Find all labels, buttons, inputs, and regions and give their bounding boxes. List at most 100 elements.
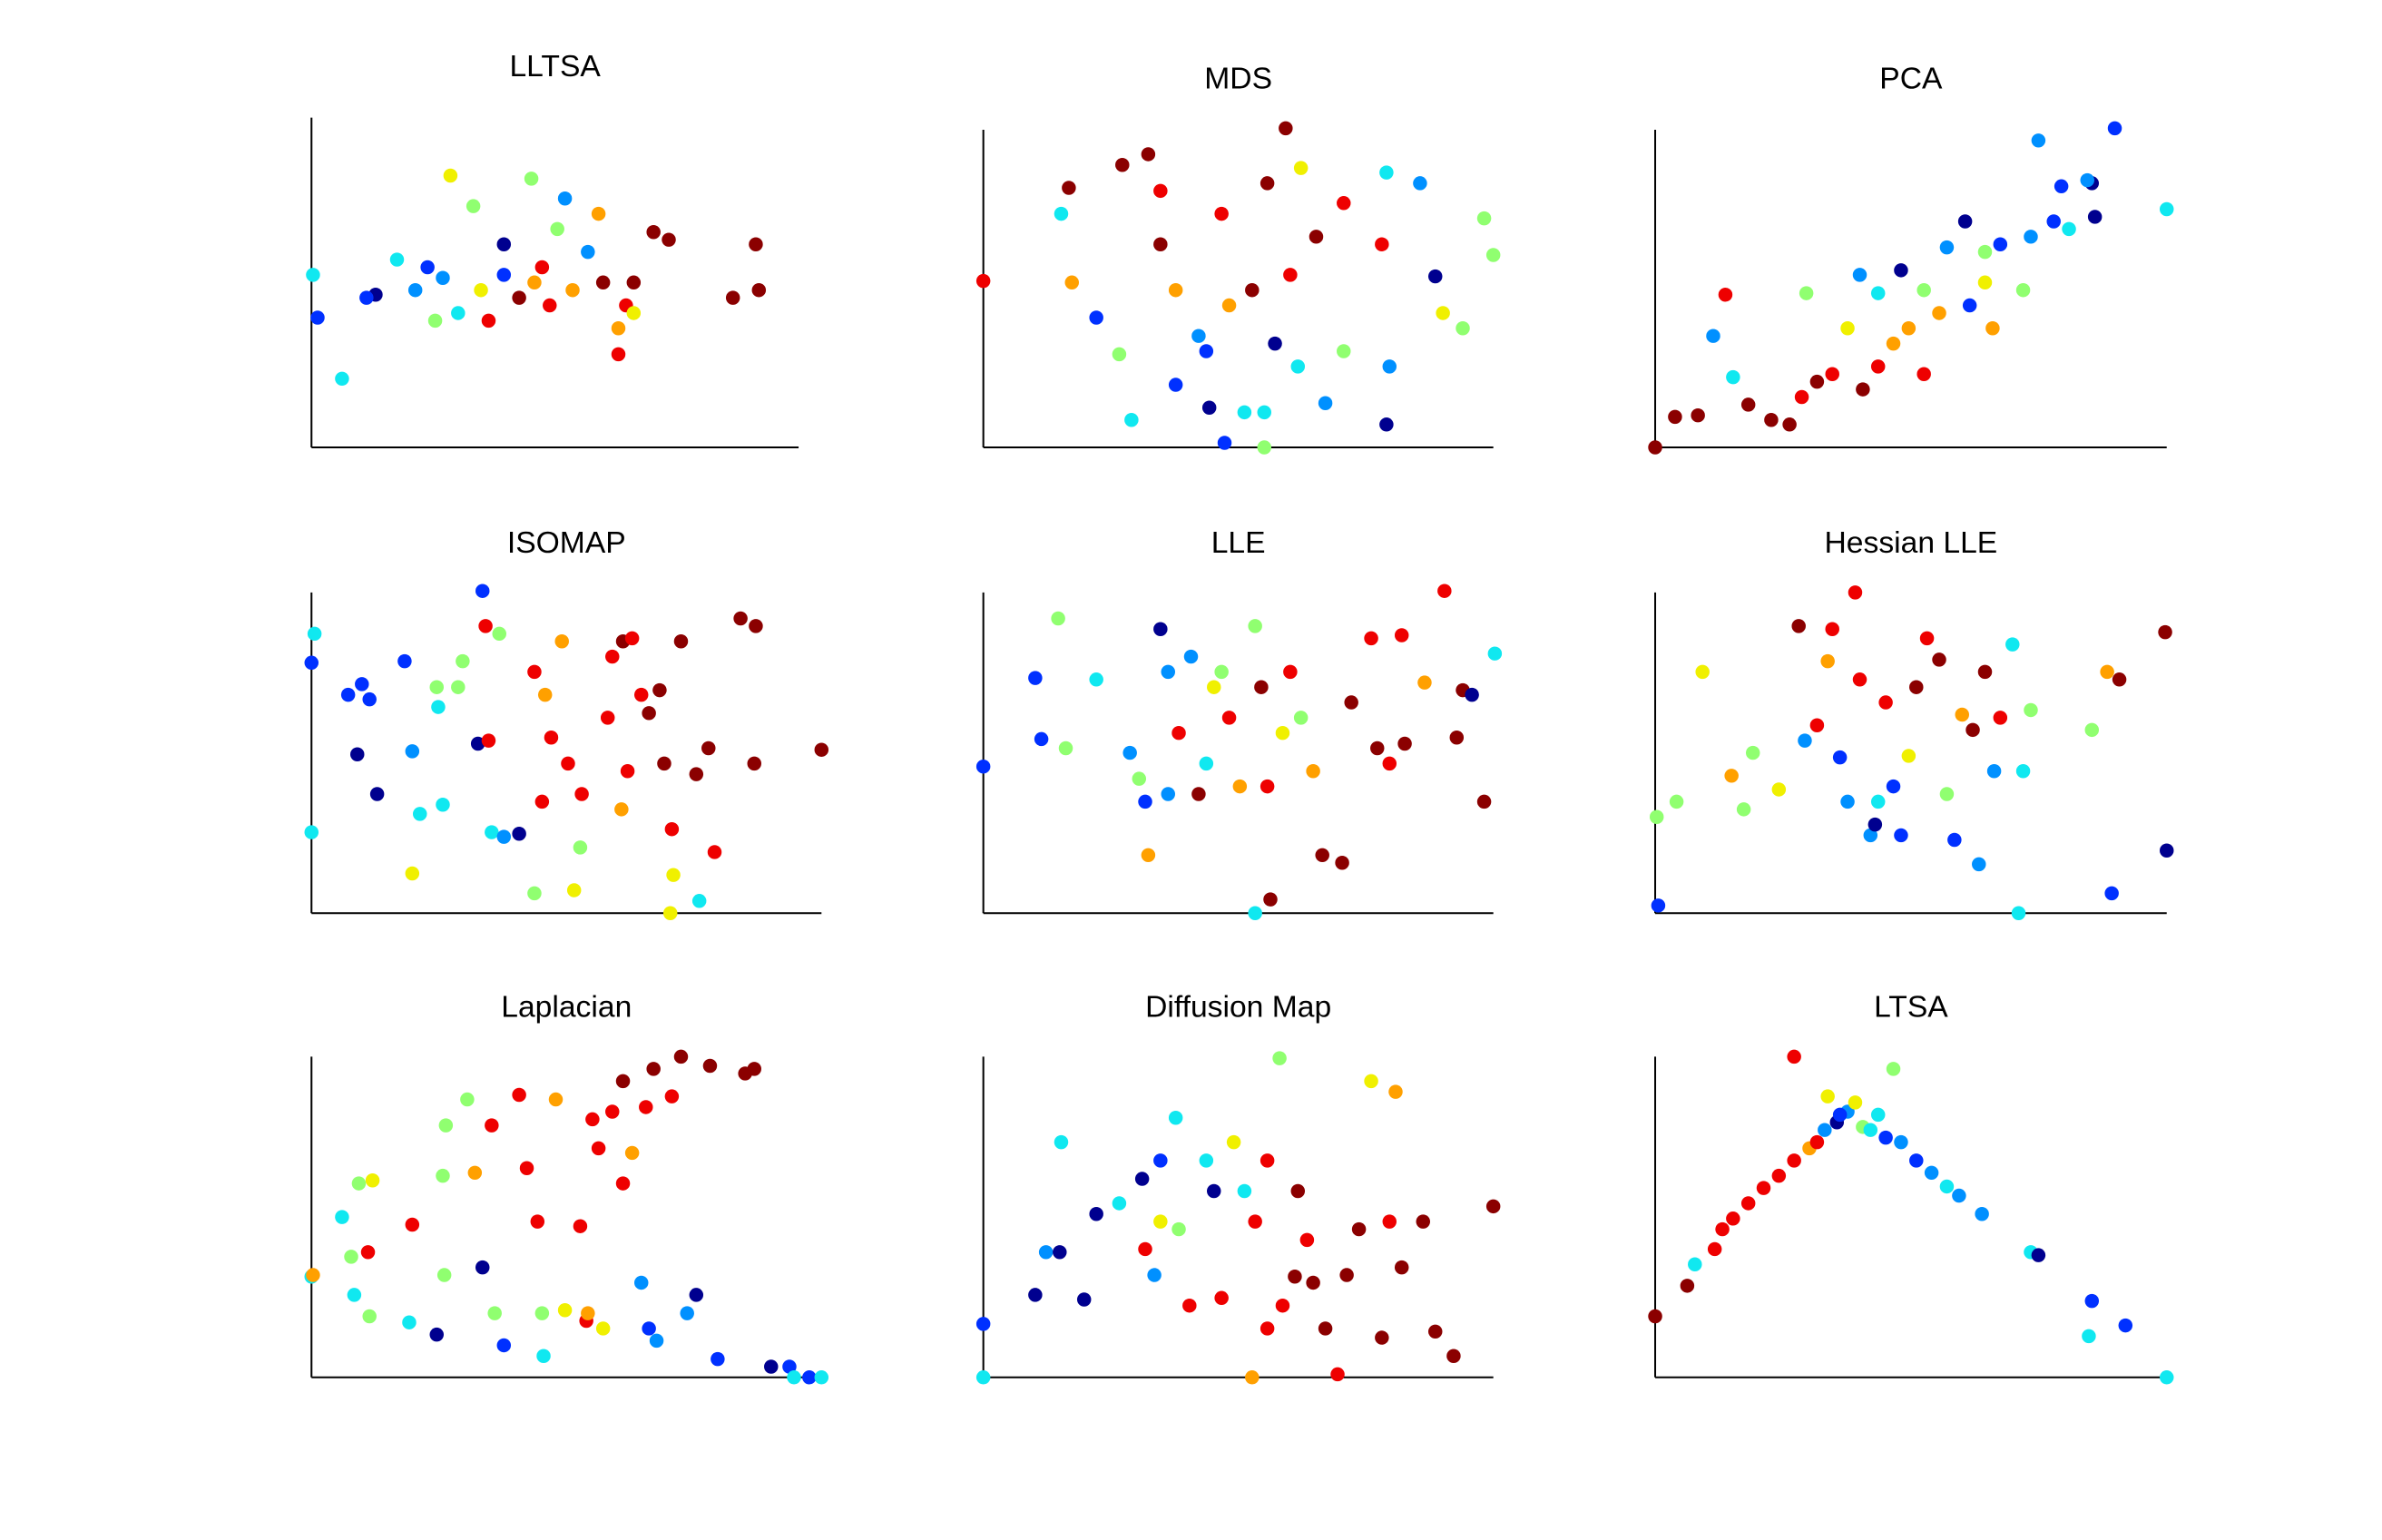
point <box>615 1074 631 1089</box>
point <box>1283 664 1298 680</box>
point <box>1870 794 1886 809</box>
point <box>1939 240 1955 255</box>
point <box>1038 1245 1054 1260</box>
point <box>639 1100 653 1114</box>
point <box>534 260 550 275</box>
point <box>512 290 526 305</box>
point <box>420 260 435 275</box>
point <box>1124 413 1139 427</box>
point <box>2005 637 2020 652</box>
point <box>534 1306 550 1320</box>
point <box>1688 1257 1702 1272</box>
point <box>1977 244 1993 260</box>
point <box>642 706 656 721</box>
point <box>537 687 553 702</box>
point <box>1848 585 1863 600</box>
point <box>626 306 642 320</box>
point <box>548 1092 564 1107</box>
point <box>611 321 626 336</box>
point <box>1840 794 1855 809</box>
point <box>1344 695 1358 710</box>
point <box>2054 179 2069 194</box>
point <box>673 633 689 649</box>
chart-title: Hessian LLE <box>1825 526 1998 560</box>
point <box>1771 1168 1787 1183</box>
point <box>1476 211 1492 226</box>
point <box>436 1268 452 1282</box>
point <box>360 1245 376 1260</box>
point <box>1993 711 2008 725</box>
point <box>436 270 450 285</box>
point <box>1335 855 1349 870</box>
point <box>512 1087 526 1103</box>
point <box>1794 389 1809 405</box>
point <box>485 825 499 839</box>
point <box>2084 1293 2100 1309</box>
point <box>1375 237 1389 251</box>
point <box>1651 898 1666 913</box>
point <box>664 821 680 837</box>
point <box>1648 1309 1662 1324</box>
point <box>1375 1330 1389 1345</box>
point <box>1201 400 1217 416</box>
point <box>306 268 320 282</box>
point <box>1254 680 1269 694</box>
point <box>1886 336 1901 351</box>
point <box>2100 664 2114 680</box>
point <box>1245 282 1260 298</box>
point <box>460 1092 475 1107</box>
point <box>802 1370 817 1385</box>
point <box>1168 1110 1183 1125</box>
chart-title: Diffusion Map <box>1145 991 1331 1025</box>
point <box>496 237 512 251</box>
point <box>787 1370 801 1385</box>
point <box>1977 664 1993 680</box>
point <box>2118 1318 2133 1333</box>
point <box>1226 1134 1241 1150</box>
point <box>1886 779 1901 794</box>
point <box>335 371 349 387</box>
point <box>1257 405 1272 420</box>
point <box>1825 367 1839 382</box>
point <box>702 1058 718 1074</box>
point <box>814 1370 829 1385</box>
point <box>1089 310 1103 325</box>
point <box>369 787 385 801</box>
point <box>474 282 488 298</box>
point <box>1820 1089 1835 1104</box>
point <box>1315 848 1329 863</box>
point <box>1724 769 1739 783</box>
point <box>351 1176 367 1191</box>
point <box>1339 1268 1354 1282</box>
point <box>1832 1107 1848 1123</box>
point <box>1417 675 1432 690</box>
point <box>1054 206 1069 221</box>
point <box>365 1172 380 1188</box>
point <box>443 168 458 183</box>
chart-title: LLE <box>1211 526 1266 560</box>
point <box>1141 147 1156 162</box>
point <box>413 807 427 821</box>
point <box>1809 1134 1825 1150</box>
point <box>496 829 512 844</box>
point <box>1161 787 1176 801</box>
subplot: LLTSA <box>306 50 799 449</box>
point <box>407 282 423 298</box>
point <box>1416 1214 1431 1229</box>
point <box>1870 1107 1886 1123</box>
point <box>749 619 763 633</box>
point <box>306 1268 320 1282</box>
point <box>362 692 377 707</box>
point <box>2015 282 2031 298</box>
point <box>355 677 369 692</box>
chart-title: MDS <box>1204 63 1272 96</box>
point <box>1939 1179 1955 1194</box>
point <box>1485 1199 1501 1214</box>
point <box>1975 1207 1989 1221</box>
point <box>1706 329 1720 343</box>
point <box>1199 344 1214 358</box>
point <box>1382 359 1397 374</box>
point <box>1199 1153 1214 1168</box>
point <box>389 252 405 267</box>
point <box>1275 1298 1290 1313</box>
